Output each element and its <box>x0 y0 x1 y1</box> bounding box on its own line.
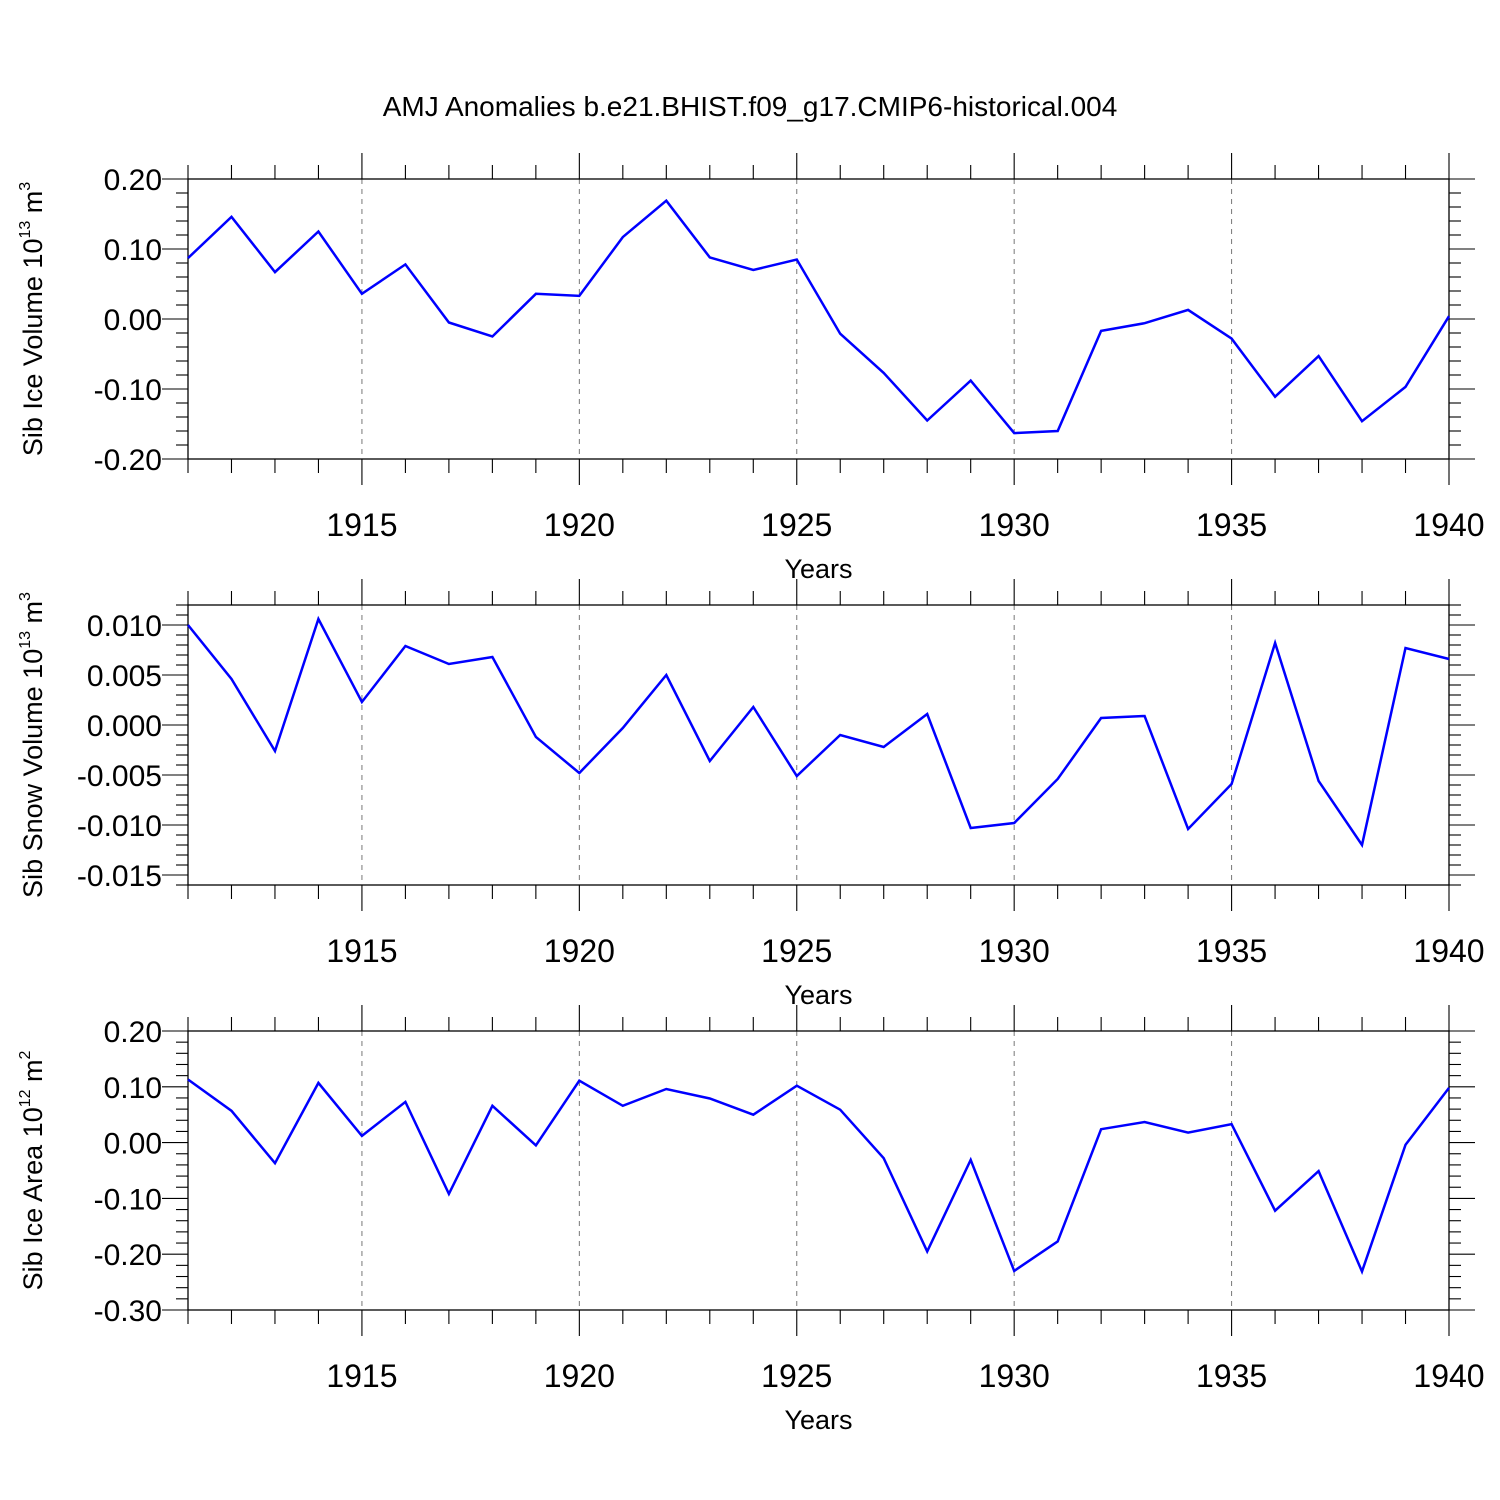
x-axis-label: Years <box>784 1405 852 1435</box>
x-axis-label: Years <box>784 554 852 584</box>
x-tick-label: 1940 <box>1413 1358 1484 1394</box>
panel-ice-area: 0.20 0.10 0.00 -0.10 -0.20 -0.30 1915 1920 1925 1… <box>17 1005 1485 1435</box>
plot-frame <box>187 178 1450 460</box>
x-tick-label: 1935 <box>1196 507 1267 543</box>
y-tick-label: 0.000 <box>87 710 162 743</box>
y-axis-label-unit: m <box>18 191 48 221</box>
x-tick-label: 1920 <box>544 1358 615 1394</box>
y-tick-label: -0.015 <box>77 860 162 893</box>
x-axis-label: Years <box>784 980 852 1010</box>
y-tick-label: 0.20 <box>104 1016 162 1049</box>
y-tick-label: 0.010 <box>87 610 162 643</box>
y-tick-label: 0.20 <box>104 164 162 197</box>
y-axis-label-unit: m <box>18 1059 48 1089</box>
x-tick-label: 1935 <box>1196 1358 1267 1394</box>
y-axis-label-unit: m <box>18 601 48 631</box>
y-tick-label: -0.010 <box>77 810 162 843</box>
y-tick-label: -0.005 <box>77 760 162 793</box>
y-tick-label: 0.10 <box>104 1072 162 1105</box>
x-tick-label: 1930 <box>979 507 1050 543</box>
x-tick-label: 1925 <box>761 507 832 543</box>
figure-title: AMJ Anomalies b.e21.BHIST.f09_g17.CMIP6-… <box>383 91 1118 122</box>
y-tick-label: -0.20 <box>94 444 162 477</box>
y-axis-label-exponent: 2 <box>17 1050 34 1059</box>
y-axis-label-exponent: 13 <box>17 631 34 649</box>
x-tick-label: 1920 <box>544 933 615 969</box>
x-tick-label: 1915 <box>326 507 397 543</box>
y-tick-label: 0.00 <box>104 304 162 337</box>
y-axis-label-text: Sib Ice Area 10 <box>18 1107 48 1290</box>
y-axis-label: Sib Ice Volume 1013 m3 <box>17 182 48 456</box>
series-line-ice-volume <box>187 198 1451 435</box>
y-tick-label: 0.00 <box>104 1128 162 1161</box>
y-axis-label-text: Sib Ice Volume 10 <box>18 239 48 457</box>
series-line-snow-volume <box>187 615 1450 849</box>
panel-ice-volume: 0.20 0.10 0.00 -0.10 -0.20 1915 1920 1925 1930 19… <box>17 153 1485 584</box>
x-tick-label: 1930 <box>979 933 1050 969</box>
y-axis-label: Sib Snow Volume 1013 m3 <box>17 592 48 898</box>
series-line-ice-area <box>187 1078 1450 1275</box>
y-tick-label: -0.20 <box>94 1239 162 1272</box>
x-tick-label: 1940 <box>1413 507 1484 543</box>
x-tick-label: 1930 <box>979 1358 1050 1394</box>
y-axis-label-exponent: 3 <box>17 592 34 601</box>
x-tick-label: 1925 <box>761 933 832 969</box>
y-axis-label-text: Sib Snow Volume 10 <box>18 649 48 898</box>
plot-frame <box>187 1030 1450 1311</box>
y-axis-label-exponent: 12 <box>17 1089 34 1107</box>
y-tick-label: 0.005 <box>87 660 162 693</box>
x-tick-label: 1940 <box>1413 933 1484 969</box>
x-tick-label: 1915 <box>326 933 397 969</box>
x-tick-label: 1925 <box>761 1358 832 1394</box>
y-tick-label: -0.10 <box>94 374 162 407</box>
x-tick-label: 1935 <box>1196 933 1267 969</box>
y-tick-label: -0.10 <box>94 1183 162 1216</box>
y-axis-label-exponent: 13 <box>17 221 34 239</box>
y-axis-label: Sib Ice Area 1012 m2 <box>17 1050 48 1290</box>
panel-snow-volume: 0.010 0.005 0.000 -0.005 -0.010 -0.015 1915 192… <box>17 579 1485 1010</box>
y-tick-label: -0.30 <box>94 1295 162 1328</box>
y-tick-label: 0.10 <box>104 234 162 267</box>
x-tick-label: 1920 <box>544 507 615 543</box>
plot-frame <box>187 604 1450 886</box>
x-tick-label: 1915 <box>326 1358 397 1394</box>
y-axis-label-exponent: 3 <box>17 182 34 191</box>
